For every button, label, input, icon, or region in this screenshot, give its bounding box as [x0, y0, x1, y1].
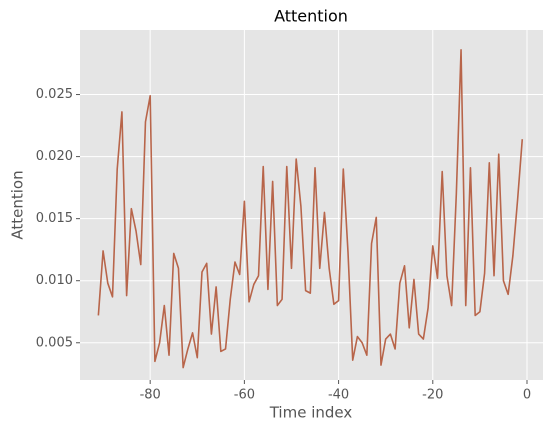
- y-tick-label: 0.025: [36, 87, 73, 102]
- x-tick-label: 0: [523, 388, 531, 403]
- x-axis-label: Time index: [269, 404, 353, 422]
- x-tick-label: -80: [140, 388, 161, 403]
- y-tick-label: 0.020: [36, 149, 73, 164]
- chart-title: Attention: [274, 7, 348, 26]
- x-tick-label: -40: [328, 388, 349, 403]
- line: [97, 49, 524, 369]
- x-tick-label: -60: [234, 388, 255, 403]
- plot-area: [80, 30, 543, 380]
- y-axis-label: Attention: [9, 170, 27, 239]
- y-tick-label: 0.015: [36, 211, 73, 226]
- x-tick-label: -20: [422, 388, 443, 403]
- y-tick-label: 0.010: [36, 273, 73, 288]
- y-tick-label: 0.005: [36, 335, 73, 350]
